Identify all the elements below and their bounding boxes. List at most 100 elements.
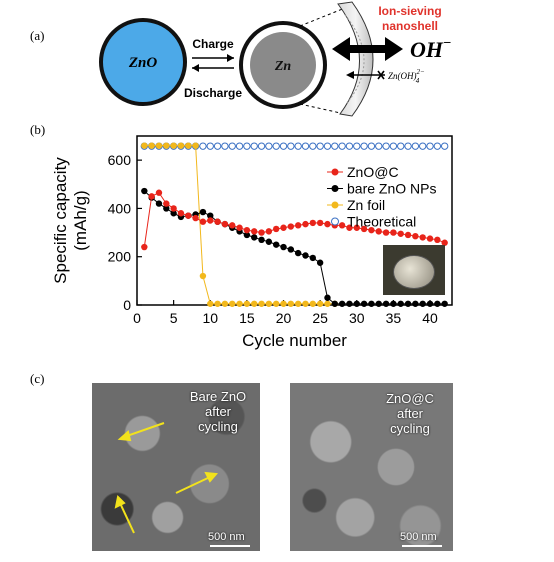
scalebar-label-right: 500 nm bbox=[400, 531, 437, 543]
data-point bbox=[331, 142, 339, 150]
series-line-segment bbox=[158, 192, 167, 204]
data-point bbox=[433, 142, 442, 150]
data-point bbox=[426, 300, 434, 307]
y-axis-label-line1: Specific capacity bbox=[51, 157, 70, 284]
series-line-segment bbox=[298, 252, 306, 256]
series-line-segment bbox=[400, 233, 409, 236]
series-line-segment bbox=[261, 230, 269, 234]
data-point bbox=[375, 142, 383, 150]
data-point bbox=[236, 228, 243, 235]
series-line-segment bbox=[143, 190, 152, 198]
data-point bbox=[155, 189, 163, 196]
sem-caption-right: ZnO@C after cycling bbox=[386, 391, 434, 436]
x-tick-label: 5 bbox=[170, 310, 178, 326]
series-line-segment bbox=[180, 212, 189, 217]
series-line-segment bbox=[232, 227, 240, 232]
data-point bbox=[360, 300, 368, 307]
coin-cell-photo bbox=[383, 245, 445, 295]
series-line-segment bbox=[166, 203, 174, 209]
nanoshell-title-2: nanoshell bbox=[382, 19, 438, 33]
y-tick-label: 600 bbox=[108, 152, 132, 168]
series-line-segment bbox=[195, 217, 204, 223]
x-tick-label: 35 bbox=[386, 310, 402, 326]
data-point bbox=[207, 217, 214, 224]
data-point bbox=[316, 300, 324, 307]
data-point bbox=[177, 142, 185, 150]
data-point bbox=[302, 252, 309, 259]
data-point bbox=[213, 142, 222, 150]
legend-marker bbox=[331, 185, 339, 192]
data-point bbox=[155, 200, 163, 207]
data-point bbox=[272, 225, 280, 233]
series-line-segment bbox=[224, 223, 233, 229]
data-point bbox=[324, 220, 331, 228]
data-point bbox=[382, 142, 390, 150]
data-point bbox=[185, 212, 192, 219]
series-line-segment bbox=[320, 222, 328, 225]
data-point bbox=[251, 300, 258, 307]
series-line-segment bbox=[305, 222, 313, 225]
y-tick-label: 200 bbox=[108, 249, 132, 265]
zno-particle bbox=[99, 18, 187, 106]
x-tick-label: 0 bbox=[133, 310, 141, 326]
data-point bbox=[206, 142, 214, 150]
series-line-segment bbox=[254, 236, 262, 241]
series-line-segment bbox=[319, 262, 328, 298]
data-point bbox=[397, 300, 404, 307]
data-point bbox=[338, 142, 346, 150]
data-point bbox=[257, 142, 266, 150]
data-point bbox=[353, 224, 360, 231]
data-point bbox=[177, 213, 185, 221]
data-point bbox=[192, 142, 199, 149]
series-line-segment bbox=[283, 226, 291, 229]
data-point bbox=[258, 236, 265, 244]
data-point bbox=[434, 300, 441, 307]
series-line-segment bbox=[341, 224, 350, 229]
data-point bbox=[199, 208, 207, 216]
series-line-segment bbox=[158, 203, 167, 209]
data-point bbox=[191, 142, 200, 150]
zincate-arrow bbox=[346, 70, 385, 80]
discharge-arrowhead bbox=[192, 64, 199, 72]
data-point bbox=[346, 300, 353, 307]
x-axis-label: Cycle number bbox=[242, 331, 347, 350]
series-line-segment bbox=[173, 208, 182, 214]
data-point bbox=[382, 229, 390, 236]
series-line-segment bbox=[202, 220, 211, 223]
data-point bbox=[162, 142, 171, 150]
data-point bbox=[294, 300, 302, 307]
series-line-segment bbox=[268, 241, 277, 246]
data-point bbox=[301, 142, 310, 150]
series-line-segment bbox=[298, 223, 306, 226]
data-point bbox=[316, 259, 324, 266]
data-point bbox=[280, 300, 287, 307]
data-point bbox=[214, 218, 221, 225]
data-point bbox=[221, 220, 229, 228]
data-point bbox=[324, 294, 331, 301]
data-point bbox=[434, 236, 441, 244]
charge-label: Charge bbox=[192, 37, 234, 51]
data-point bbox=[265, 142, 273, 150]
series-line-segment bbox=[312, 257, 321, 264]
series-line-segment bbox=[327, 223, 335, 226]
data-point bbox=[235, 142, 244, 150]
data-point bbox=[368, 300, 375, 307]
data-point bbox=[280, 243, 287, 251]
data-point bbox=[426, 142, 434, 150]
data-point bbox=[404, 300, 412, 307]
panel-label-b: (b) bbox=[30, 122, 46, 137]
series-line-segment bbox=[276, 244, 284, 248]
data-point bbox=[272, 142, 280, 150]
data-point bbox=[294, 222, 302, 229]
data-point bbox=[353, 300, 360, 307]
data-point bbox=[170, 210, 177, 217]
data-point bbox=[338, 222, 346, 229]
scalebar-right bbox=[402, 545, 442, 547]
data-point bbox=[265, 300, 273, 307]
data-point bbox=[302, 220, 309, 228]
data-point bbox=[419, 300, 426, 307]
data-point bbox=[287, 142, 295, 150]
data-point bbox=[316, 142, 324, 150]
data-point bbox=[368, 226, 375, 234]
x-tick-label: 30 bbox=[349, 310, 365, 326]
